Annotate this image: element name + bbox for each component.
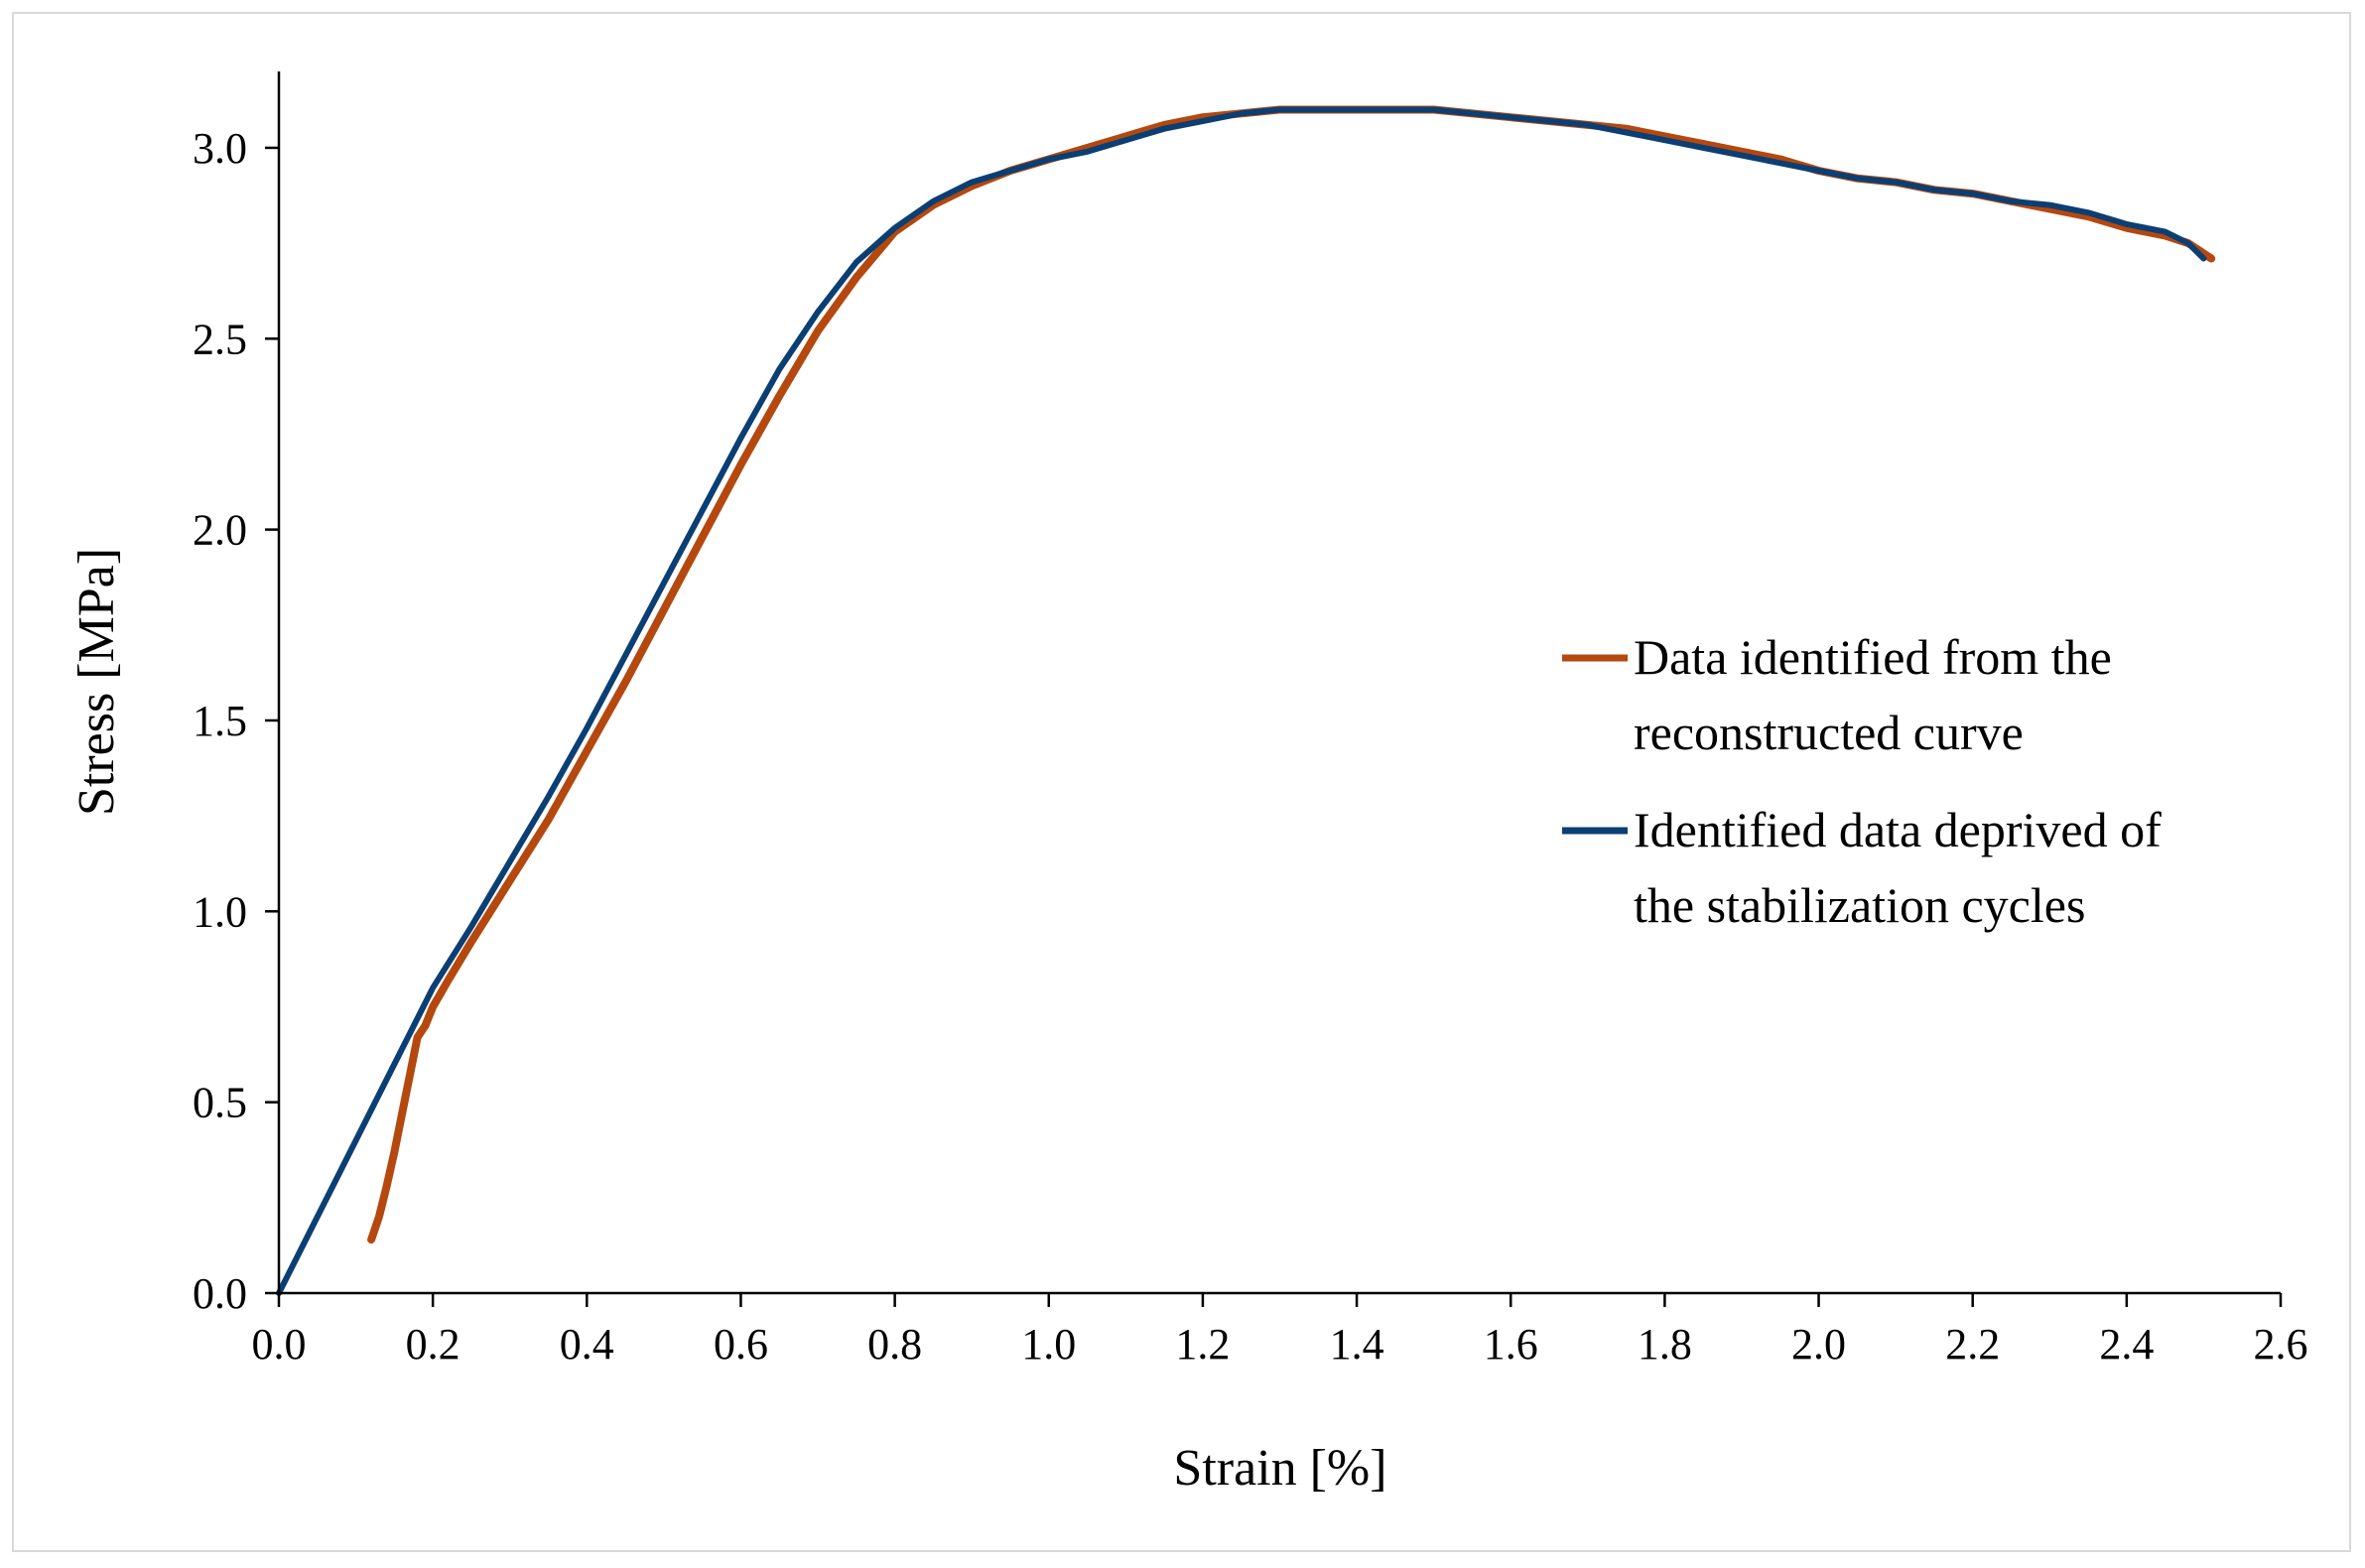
x-tick-label: 0.8 (867, 1320, 922, 1369)
x-tick-label: 1.6 (1484, 1320, 1538, 1369)
x-tick-label: 1.2 (1175, 1320, 1230, 1369)
legend-label-reconstructed-line1: Data identified from the (1634, 629, 2112, 685)
x-tick-label: 1.0 (1021, 1320, 1076, 1369)
y-tick-label: 2.0 (193, 506, 247, 555)
legend-label-deprived-line2: the stabilization cycles (1634, 877, 2085, 933)
chart-frame (12, 12, 2351, 1552)
x-tick-label: 0.6 (714, 1320, 768, 1369)
x-tick-label: 0.4 (560, 1320, 614, 1369)
y-tick-label: 3.0 (193, 124, 247, 173)
y-tick-label: 0.5 (193, 1079, 247, 1127)
series-layer (276, 105, 2216, 1296)
legend-label-deprived-line1: Identified data deprived of (1634, 802, 2162, 857)
y-tick-label: 0.0 (193, 1269, 247, 1318)
x-tick-label: 0.0 (252, 1320, 307, 1369)
x-axis-title: Strain [%] (1173, 1440, 1386, 1497)
y-tick-label: 1.5 (193, 697, 247, 745)
legend-label-reconstructed-line2: reconstructed curve (1634, 705, 2024, 760)
y-tick-label: 2.5 (193, 315, 247, 363)
x-tick-label: 2.6 (2254, 1320, 2308, 1369)
x-tick-label: 2.0 (1791, 1320, 1846, 1369)
x-tick-label: 2.4 (2099, 1320, 2154, 1369)
x-tick-label: 0.2 (406, 1320, 460, 1369)
y-axis-title: Stress [MPa] (68, 548, 125, 816)
x-tick-label: 1.4 (1330, 1320, 1384, 1369)
x-tick-label: 2.2 (1945, 1320, 2000, 1369)
ticks-layer: 0.0 0.2 0.4 0.6 0.8 1.0 1.2 1.4 1.6 1.8 2.0 2.2 2.4 2… (193, 124, 2308, 1369)
legend: Data identified from the reconstructed c… (1562, 629, 2162, 933)
y-tick-label: 1.0 (193, 887, 247, 936)
series-line-deprived (276, 106, 2207, 1296)
axes-layer (277, 71, 2281, 1295)
x-tick-label: 1.8 (1638, 1320, 1692, 1369)
